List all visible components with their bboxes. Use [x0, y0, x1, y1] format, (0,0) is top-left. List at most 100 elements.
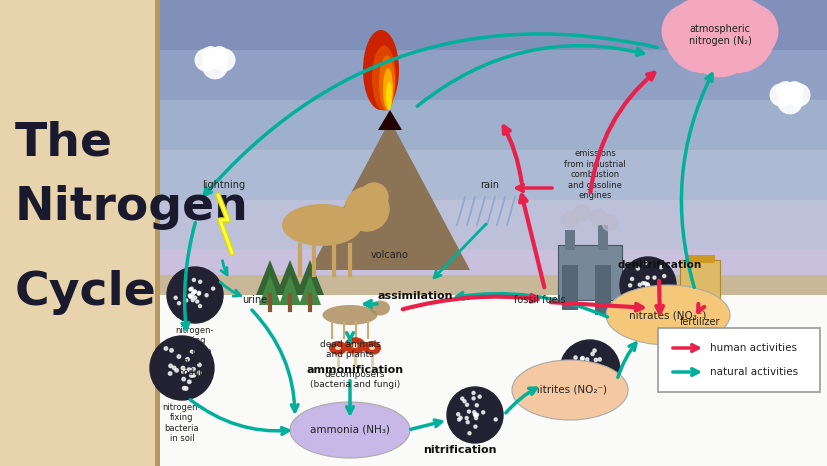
Circle shape: [194, 290, 196, 293]
Circle shape: [169, 364, 172, 368]
Circle shape: [194, 296, 197, 299]
Bar: [160, 100, 827, 150]
Text: nitrification: nitrification: [423, 445, 496, 455]
Circle shape: [580, 372, 583, 376]
Bar: [160, 275, 827, 315]
Circle shape: [195, 49, 217, 71]
Circle shape: [601, 367, 605, 370]
Circle shape: [198, 305, 201, 308]
Bar: [679, 260, 719, 305]
Circle shape: [203, 55, 227, 79]
Text: nitrogen-
fixing
bacteria
in soil: nitrogen- fixing bacteria in soil: [163, 403, 201, 443]
Circle shape: [471, 397, 475, 400]
Circle shape: [598, 370, 601, 373]
Circle shape: [210, 47, 228, 64]
Circle shape: [192, 374, 195, 377]
Polygon shape: [259, 275, 280, 305]
Text: fertilizer: fertilizer: [679, 317, 719, 327]
Circle shape: [639, 289, 643, 293]
Circle shape: [475, 404, 478, 407]
Bar: [160, 50, 827, 100]
Circle shape: [168, 372, 172, 375]
Polygon shape: [275, 260, 304, 295]
Bar: [160, 295, 827, 466]
Circle shape: [345, 187, 389, 231]
Circle shape: [481, 411, 484, 414]
Circle shape: [581, 356, 584, 360]
Circle shape: [473, 425, 476, 428]
Bar: [684, 255, 715, 263]
FancyBboxPatch shape: [657, 328, 819, 392]
Circle shape: [174, 369, 178, 372]
Circle shape: [198, 280, 202, 283]
Text: fossil fuels: fossil fuels: [514, 295, 565, 305]
Circle shape: [195, 300, 198, 303]
Circle shape: [360, 183, 388, 211]
Circle shape: [467, 410, 470, 413]
Circle shape: [648, 289, 651, 292]
Circle shape: [717, 51, 735, 69]
Circle shape: [630, 277, 633, 281]
Circle shape: [646, 285, 649, 288]
Circle shape: [164, 347, 168, 350]
Polygon shape: [295, 260, 323, 295]
Text: The: The: [15, 120, 112, 165]
Circle shape: [471, 391, 475, 394]
Text: nitrogen-
fixing
bacteria
in root
nodules: nitrogen- fixing bacteria in root nodule…: [175, 326, 214, 377]
Text: decomposers
(bacteria and fungi): decomposers (bacteria and fungi): [309, 370, 399, 390]
Circle shape: [184, 387, 188, 390]
Circle shape: [559, 340, 619, 400]
Text: emissions
from industrial
combustion
and gasoline
engines: emissions from industrial combustion and…: [563, 150, 625, 200]
Bar: [160, 200, 827, 250]
Polygon shape: [279, 275, 301, 305]
Text: atmospheric
nitrogen (N₂): atmospheric nitrogen (N₂): [688, 24, 751, 46]
Circle shape: [628, 284, 631, 287]
Circle shape: [202, 47, 219, 64]
Circle shape: [189, 374, 193, 377]
Circle shape: [709, 49, 723, 63]
Circle shape: [785, 82, 802, 99]
Circle shape: [643, 282, 646, 285]
Ellipse shape: [605, 285, 729, 345]
Circle shape: [565, 368, 568, 371]
Circle shape: [638, 283, 641, 286]
Circle shape: [573, 205, 590, 221]
Circle shape: [191, 299, 194, 302]
Polygon shape: [256, 260, 284, 295]
Circle shape: [473, 413, 476, 417]
Circle shape: [184, 299, 188, 302]
Circle shape: [590, 352, 594, 356]
Circle shape: [192, 368, 195, 371]
Circle shape: [458, 416, 461, 419]
Circle shape: [715, 49, 730, 63]
Text: dead animals
and plants: dead animals and plants: [319, 340, 380, 359]
Circle shape: [213, 49, 235, 71]
Circle shape: [494, 418, 497, 421]
Bar: [160, 150, 827, 200]
Circle shape: [190, 350, 194, 353]
Circle shape: [170, 349, 173, 352]
Circle shape: [776, 82, 793, 99]
Circle shape: [197, 292, 200, 295]
Circle shape: [636, 267, 638, 270]
Text: ammonification: ammonification: [306, 365, 403, 375]
Circle shape: [474, 413, 476, 416]
Ellipse shape: [511, 360, 627, 420]
Ellipse shape: [322, 305, 377, 325]
Circle shape: [465, 417, 468, 419]
Ellipse shape: [344, 337, 366, 354]
Text: urine: urine: [242, 295, 267, 305]
Circle shape: [662, 4, 715, 58]
Circle shape: [182, 386, 186, 390]
Ellipse shape: [371, 46, 395, 110]
Circle shape: [177, 355, 180, 358]
Circle shape: [182, 377, 185, 381]
Ellipse shape: [282, 204, 361, 246]
Circle shape: [596, 380, 600, 383]
Text: assimilation: assimilation: [377, 291, 452, 301]
Circle shape: [619, 257, 675, 313]
Circle shape: [212, 287, 214, 290]
Circle shape: [192, 290, 195, 294]
Text: human activities: human activities: [709, 343, 796, 353]
Circle shape: [181, 366, 184, 370]
